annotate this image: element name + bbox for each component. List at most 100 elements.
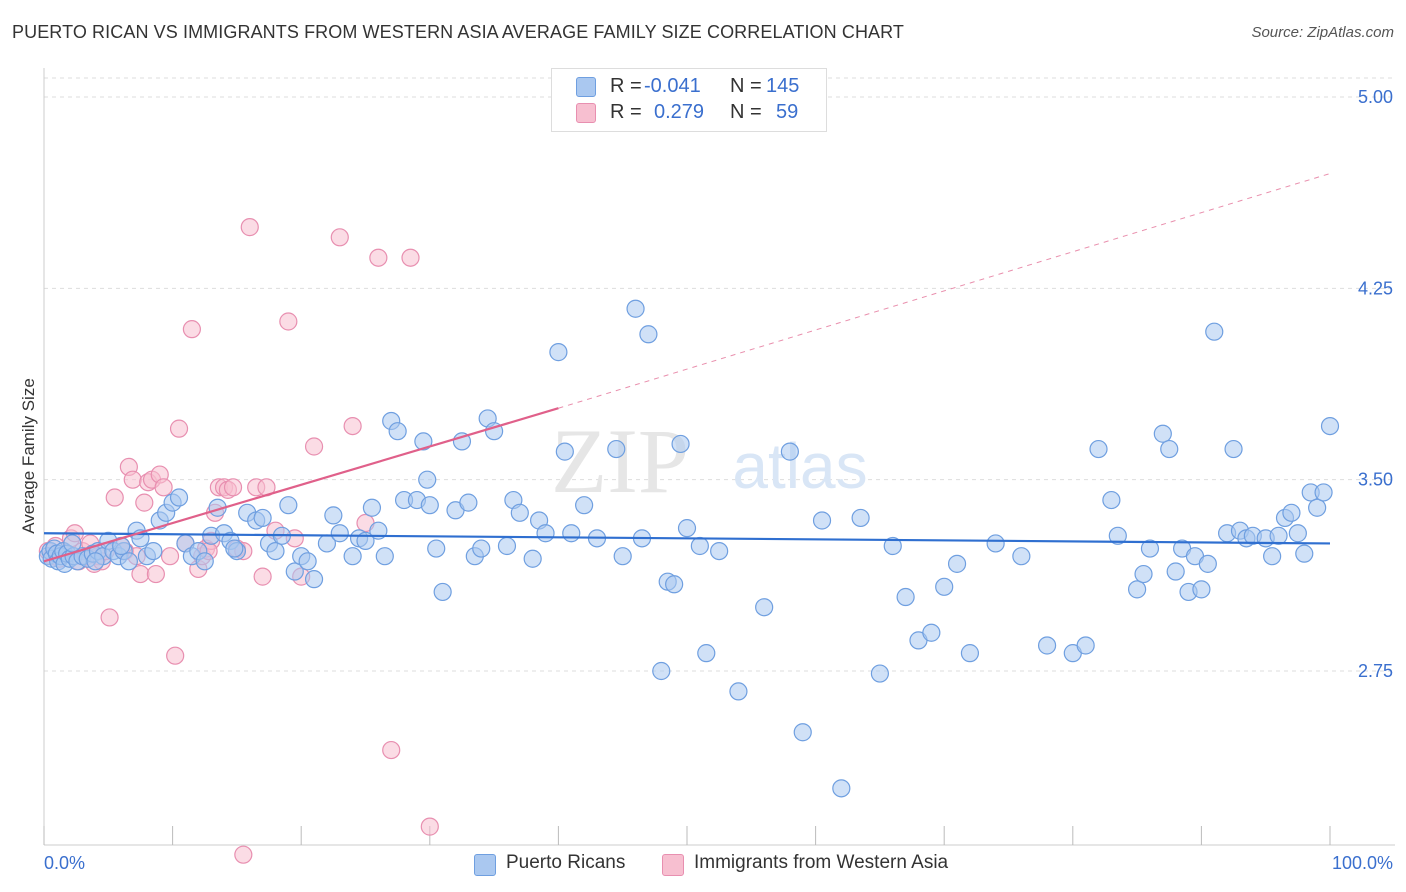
puerto-ricans-point-26 — [144, 541, 163, 561]
puerto-ricans-point-154 — [225, 539, 244, 558]
puerto-ricans-point-46 — [279, 496, 298, 515]
western-asia-point-43 — [223, 478, 243, 497]
puerto-ricans-point-152 — [86, 552, 105, 571]
puerto-ricans-point-54 — [343, 547, 362, 566]
puerto-ricans-point-85 — [575, 496, 594, 515]
bottom-legend-label: Puerto Ricans — [506, 852, 626, 873]
puerto-ricans-point-126 — [1153, 424, 1172, 443]
legend-swatch-blue — [576, 77, 596, 97]
puerto-ricans-point-79 — [523, 549, 542, 568]
puerto-ricans-point-146 — [1295, 544, 1314, 563]
puerto-ricans-point-22 — [119, 552, 138, 571]
puerto-ricans-point-133 — [1198, 554, 1217, 573]
y-tick-label-1: 3.50 — [1358, 470, 1393, 490]
puerto-ricans-point-78 — [510, 503, 529, 522]
y-tick-label-3: 5.00 — [1358, 87, 1393, 107]
axes — [43, 68, 1395, 846]
western-asia-point-46 — [240, 218, 259, 237]
western-asia-point-32 — [169, 419, 189, 438]
watermark-atlas: atlas — [732, 430, 867, 502]
puerto-ricans-point-127 — [1160, 439, 1179, 459]
puerto-ricans-point-150 — [1320, 416, 1340, 436]
puerto-ricans-point-61 — [388, 422, 407, 441]
x-tick-label-100: 100.0% — [1332, 853, 1393, 873]
puerto-ricans-point-108 — [883, 536, 902, 556]
puerto-ricans-point-64 — [414, 432, 433, 451]
puerto-ricans-point-67 — [427, 539, 446, 558]
trendline-western-asia-extension — [558, 173, 1331, 409]
puerto-ricans-point-149 — [1314, 483, 1333, 502]
puerto-ricans-point-105 — [832, 779, 851, 798]
western-asia-point-17 — [105, 488, 124, 507]
western-asia-point-31 — [166, 646, 185, 665]
legend-n-value: 59 — [776, 101, 799, 123]
trendlines — [43, 173, 1331, 563]
puerto-ricans-point-50 — [304, 570, 324, 589]
western-asia-point-54 — [304, 437, 324, 456]
puerto-ricans-point-88 — [613, 547, 632, 566]
puerto-ricans-point-71 — [459, 493, 478, 512]
puerto-ricans-point-57 — [362, 498, 382, 517]
western-asia-point-16 — [100, 608, 119, 627]
puerto-ricans-point-82 — [549, 343, 568, 362]
y-tick-labels: 2.75 3.50 4.25 5.00 — [1358, 87, 1393, 681]
puerto-ricans-point-84 — [562, 524, 581, 543]
western-asia-point-27 — [146, 564, 165, 584]
puerto-ricans-point-151 — [63, 534, 82, 553]
puerto-ricans-point-148 — [1308, 498, 1327, 517]
legend-swatch-pink — [576, 103, 596, 123]
puerto-ricans-point-141 — [1263, 547, 1282, 566]
western-asia-point-30 — [160, 547, 180, 566]
puerto-ricans-point-42 — [253, 508, 272, 528]
puerto-ricans-point-91 — [639, 325, 658, 344]
legend-r-value: 0.279 — [654, 101, 705, 123]
puerto-ricans-point-100 — [729, 682, 748, 701]
western-asia-point-58 — [369, 248, 388, 267]
puerto-ricans-point-120 — [1089, 439, 1108, 459]
puerto-ricans-point-87 — [607, 439, 626, 459]
puerto-ricans-point-142 — [1269, 526, 1288, 545]
puerto-ricans-point-52 — [324, 506, 343, 525]
puerto-ricans-point-104 — [812, 511, 832, 530]
puerto-ricans-point-106 — [851, 508, 870, 528]
chart-title: PUERTO RICAN VS IMMIGRANTS FROM WESTERN … — [12, 22, 905, 42]
puerto-ricans-point-97 — [690, 536, 709, 556]
puerto-ricans-point-73 — [472, 539, 491, 558]
puerto-ricans-point-116 — [1012, 547, 1031, 566]
puerto-ricans-point-59 — [375, 547, 394, 566]
legend-r-label: R = — [610, 101, 642, 123]
western-asia-point-21 — [123, 470, 142, 489]
puerto-ricans-point-112 — [935, 577, 954, 596]
western-asia-point-48 — [253, 567, 272, 586]
puerto-ricans-point-68 — [433, 582, 452, 602]
puerto-ricans-point-30 — [169, 488, 189, 507]
gridlines — [44, 77, 1395, 672]
legend-n-label: N = — [730, 101, 762, 123]
stats-legend: R = -0.041 N = 145 R = 0.279 N = 59 — [551, 68, 827, 132]
puerto-ricans-point-117 — [1037, 636, 1057, 655]
legend-n-label: N = — [730, 75, 762, 97]
puerto-ricans-point-123 — [1127, 580, 1147, 599]
puerto-ricans-point-115 — [986, 534, 1005, 553]
puerto-ricans-point-76 — [497, 536, 517, 556]
puerto-ricans-point-132 — [1192, 580, 1211, 599]
puerto-ricans-point-145 — [1288, 524, 1307, 543]
puerto-ricans-point-134 — [1205, 322, 1224, 341]
puerto-ricans-point-121 — [1102, 490, 1121, 510]
legend-r-value: -0.041 — [644, 75, 701, 97]
puerto-ricans-point-95 — [671, 434, 690, 454]
watermark-zip: ZIP — [551, 410, 689, 512]
bottom-legend-swatch-pink — [662, 854, 684, 876]
puerto-ricans-point-92 — [652, 661, 671, 681]
puerto-ricans-point-125 — [1140, 539, 1160, 558]
puerto-ricans-point-111 — [922, 623, 941, 642]
bottom-legend-swatch-blue — [474, 854, 496, 876]
puerto-ricans-point-94 — [665, 575, 684, 594]
bottom-legend-label: Immigrants from Western Asia — [694, 852, 949, 873]
legend-n-value: 145 — [766, 75, 800, 97]
puerto-ricans-point-109 — [896, 587, 915, 607]
puerto-ricans-point-66 — [420, 496, 439, 515]
western-asia-point-29 — [154, 478, 173, 497]
watermark: ZIP atlas — [551, 410, 868, 512]
